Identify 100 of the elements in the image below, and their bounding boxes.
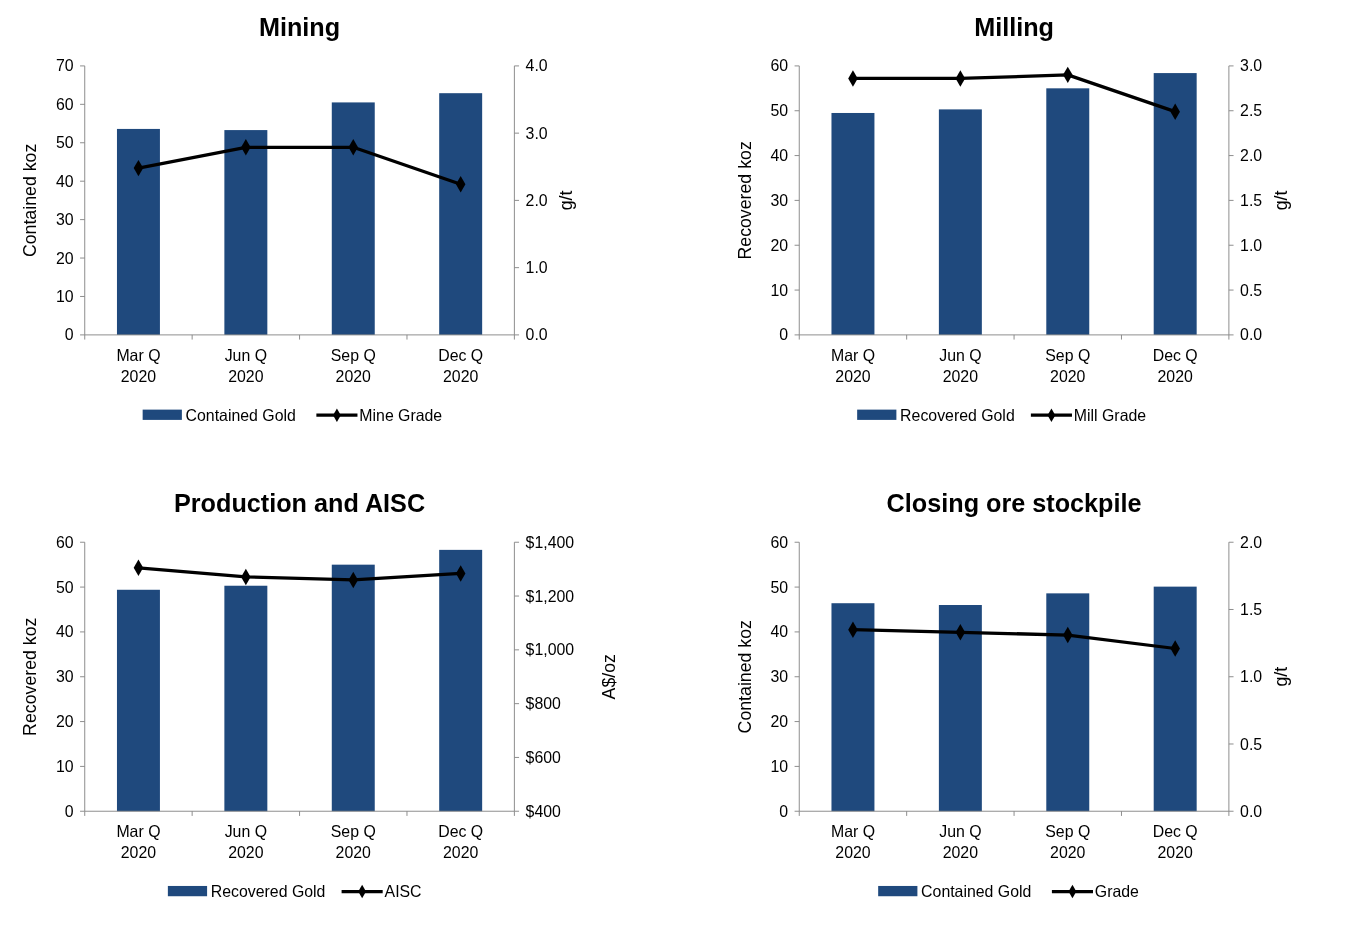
bar [938,109,982,335]
y-tick-label: 50 [770,102,789,120]
chart-title: Closing ore stockpile [886,489,1142,518]
y-tick-label: 40 [55,172,74,190]
legend-label: AISC [384,883,422,901]
x-tick-label: Jun Q 2020 [939,347,982,385]
y2-tick-label: $800 [525,695,562,713]
y2-tick-label: 2.0 [525,191,548,209]
x-tick-label: Jun Q 2020 [224,347,268,385]
y-tick-label: 60 [55,95,74,113]
y-tick-label: 50 [55,578,74,596]
chart-title: Mining [258,13,341,42]
y-tick-label: 0 [779,802,789,820]
bar [439,93,483,335]
x-tick-label: Mar Q 2020 [830,823,875,861]
y2-tick-label: 2.0 [1240,147,1263,165]
y2-tick-label: 1.0 [1240,668,1263,686]
y2-tick-label: $600 [525,749,562,766]
legend-label: Contained Gold [921,883,1032,901]
y-tick-label: 10 [55,288,74,306]
y2-axis-title: g/t [1270,190,1291,211]
y2-tick-label: 2.0 [1240,533,1263,551]
bar [831,112,875,335]
y2-tick-label: 1.0 [525,259,548,277]
y2-tick-label: $1,200 [525,587,575,605]
y-tick-label: 40 [55,623,74,641]
bar [116,589,160,812]
x-tick-label: Sep Q 2020 [330,823,376,861]
x-tick-label: Mar Q 2020 [116,823,161,861]
bar [1153,73,1197,335]
y-tick-label: 30 [770,191,789,209]
y-tick-label: 60 [770,57,789,75]
bar [1046,88,1090,335]
y-tick-label: 10 [55,757,74,775]
y2-tick-label: $1,000 [525,641,575,659]
y2-tick-label: 3.0 [1240,57,1263,75]
y-axis-title: Recovered koz [734,141,755,260]
y2-tick-label: 1.5 [1240,191,1263,209]
x-tick-label: Sep Q 2020 [1045,823,1091,861]
y-tick-label: 20 [55,249,74,267]
bar [331,564,375,812]
x-tick-label: Dec Q 2020 [438,823,484,861]
bar [116,128,160,335]
x-tick-label: Dec Q 2020 [1152,347,1198,385]
bar [439,549,483,812]
y2-tick-label: 0.5 [1240,281,1263,299]
y-tick-label: 20 [55,713,74,731]
y2-axis-title: A$/oz [599,654,620,700]
chart-title: Milling [974,13,1054,42]
x-tick-label: Dec Q 2020 [1152,823,1198,861]
y-tick-label: 0 [64,802,74,820]
y2-tick-label: 0.0 [525,326,548,344]
y2-tick-label: 4.0 [525,57,548,75]
y-tick-label: 0 [779,326,789,344]
legend-label: Mine Grade [359,406,443,424]
y2-tick-label: 0.0 [1240,802,1263,820]
y2-axis-title: g/t [1270,666,1291,687]
y2-tick-label: $1,400 [525,533,575,551]
x-tick-label: Mar Q 2020 [830,347,875,385]
y2-tick-label: $400 [525,802,562,820]
y-tick-label: 30 [770,668,789,686]
y-axis-title: Recovered koz [20,617,41,736]
x-tick-label: Sep Q 2020 [1045,347,1091,385]
bar [224,130,268,335]
x-tick-label: Sep Q 2020 [330,347,376,385]
legend-label: Recovered Gold [210,883,326,901]
y2-tick-label: 1.5 [1240,601,1263,619]
y-tick-label: 20 [770,236,789,254]
chart-title: Production and AISC [174,489,426,518]
x-tick-label: Jun Q 2020 [939,823,982,861]
y2-tick-label: 0.0 [1240,326,1263,344]
bar [224,585,268,812]
y-tick-label: 10 [770,281,789,299]
legend-label: Recovered Gold [900,406,1015,424]
y-tick-label: 20 [770,713,789,731]
y-tick-label: 60 [770,533,789,551]
y2-axis-title: g/t [556,190,577,211]
y-tick-label: 30 [55,668,74,686]
y-axis-title: Contained koz [20,143,41,258]
y-tick-label: 50 [770,578,789,596]
y2-tick-label: 2.5 [1240,102,1263,120]
y2-tick-label: 0.5 [1240,735,1263,753]
y-tick-label: 70 [55,57,74,75]
x-tick-label: Mar Q 2020 [116,347,161,385]
legend-label: Contained Gold [185,406,296,424]
legend-label: Mill Grade [1073,406,1147,424]
y2-tick-label: 1.0 [1240,236,1263,254]
bar [331,102,375,335]
x-tick-label: Dec Q 2020 [438,347,484,385]
y-tick-label: 50 [55,134,74,152]
y-axis-title: Contained koz [734,620,755,734]
y-tick-label: 60 [55,533,74,551]
y-tick-label: 40 [770,147,789,165]
y-tick-label: 0 [64,326,74,344]
legend-label: Grade [1094,883,1140,901]
y-tick-label: 40 [770,623,789,641]
y-tick-label: 10 [770,757,789,775]
y2-tick-label: 3.0 [525,124,548,142]
y-tick-label: 30 [55,211,74,229]
x-tick-label: Jun Q 2020 [224,823,268,861]
